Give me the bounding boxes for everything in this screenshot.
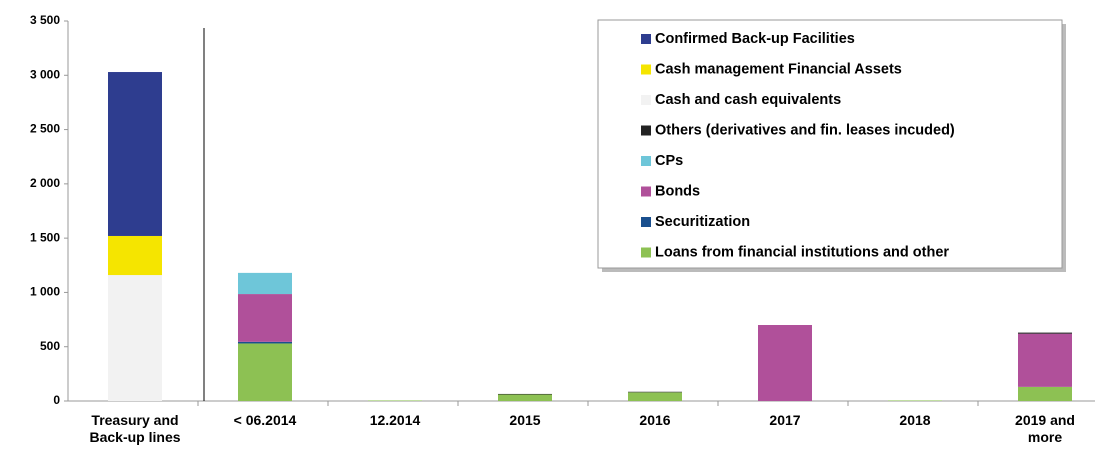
x-tick-label: < 06.2014 bbox=[233, 412, 297, 428]
legend-label: CPs bbox=[655, 153, 683, 169]
bar-segment bbox=[1018, 333, 1072, 387]
x-tick-label: 2019 and more bbox=[1015, 412, 1075, 445]
bar-segment bbox=[238, 272, 292, 295]
bar-segment bbox=[628, 391, 682, 393]
bar-segment bbox=[888, 400, 942, 401]
legend-swatch bbox=[641, 125, 651, 136]
bar-segment bbox=[238, 294, 292, 342]
legend-label: Cash and cash equivalents bbox=[655, 92, 841, 108]
legend-swatch bbox=[641, 186, 651, 197]
bar-segment bbox=[108, 235, 162, 276]
y-tick-label: 500 bbox=[40, 339, 60, 353]
legend-swatch bbox=[641, 34, 651, 44]
bar-segment bbox=[238, 341, 292, 344]
bar-segment bbox=[628, 392, 682, 401]
y-tick-label: 2 000 bbox=[30, 176, 60, 190]
legend: Confirmed Back-up Facilities Cash managem… bbox=[597, 19, 1066, 272]
bar-segment bbox=[1018, 332, 1072, 334]
x-tick-label: 2016 bbox=[639, 412, 671, 428]
legend-label: Others (derivatives and fin. leases incu… bbox=[655, 122, 955, 138]
y-tick-label: 3 000 bbox=[30, 67, 60, 81]
legend-label: Securitization bbox=[655, 214, 750, 230]
bar-segment bbox=[498, 393, 552, 395]
y-tick-label: 3 500 bbox=[30, 13, 60, 27]
legend-label: Cash management Financial Assets bbox=[655, 61, 902, 77]
y-tick-label: 1 500 bbox=[30, 230, 60, 244]
bar-segment bbox=[498, 394, 552, 401]
legend-label: Confirmed Back-up Facilities bbox=[655, 31, 855, 47]
bar-segment bbox=[108, 72, 162, 236]
x-tick-label: 2015 bbox=[509, 412, 541, 428]
legend-swatch bbox=[641, 95, 651, 105]
x-tick-label: 2017 bbox=[769, 412, 801, 428]
bar-segment bbox=[758, 325, 812, 401]
bar-segment bbox=[108, 275, 162, 401]
legend-swatch bbox=[641, 156, 651, 166]
legend-label: Loans from financial institutions and ot… bbox=[655, 244, 949, 260]
bar-segment bbox=[1018, 386, 1072, 401]
legend-swatch bbox=[641, 247, 651, 258]
bar-segment bbox=[238, 343, 292, 401]
legend-swatch bbox=[641, 64, 651, 75]
x-tick-label: 2018 bbox=[899, 412, 931, 428]
bar-segment bbox=[368, 400, 422, 401]
legend-label: Bonds bbox=[655, 183, 700, 199]
y-tick-label: 0 bbox=[53, 393, 60, 407]
legend-swatch bbox=[641, 217, 651, 227]
x-tick-label: 12.2014 bbox=[369, 412, 421, 428]
x-tick-label: Treasury and Back-up lines bbox=[89, 412, 181, 445]
legend-box bbox=[597, 19, 1063, 269]
y-tick-label: 1 000 bbox=[30, 285, 60, 299]
y-tick-label: 2 500 bbox=[30, 122, 60, 136]
